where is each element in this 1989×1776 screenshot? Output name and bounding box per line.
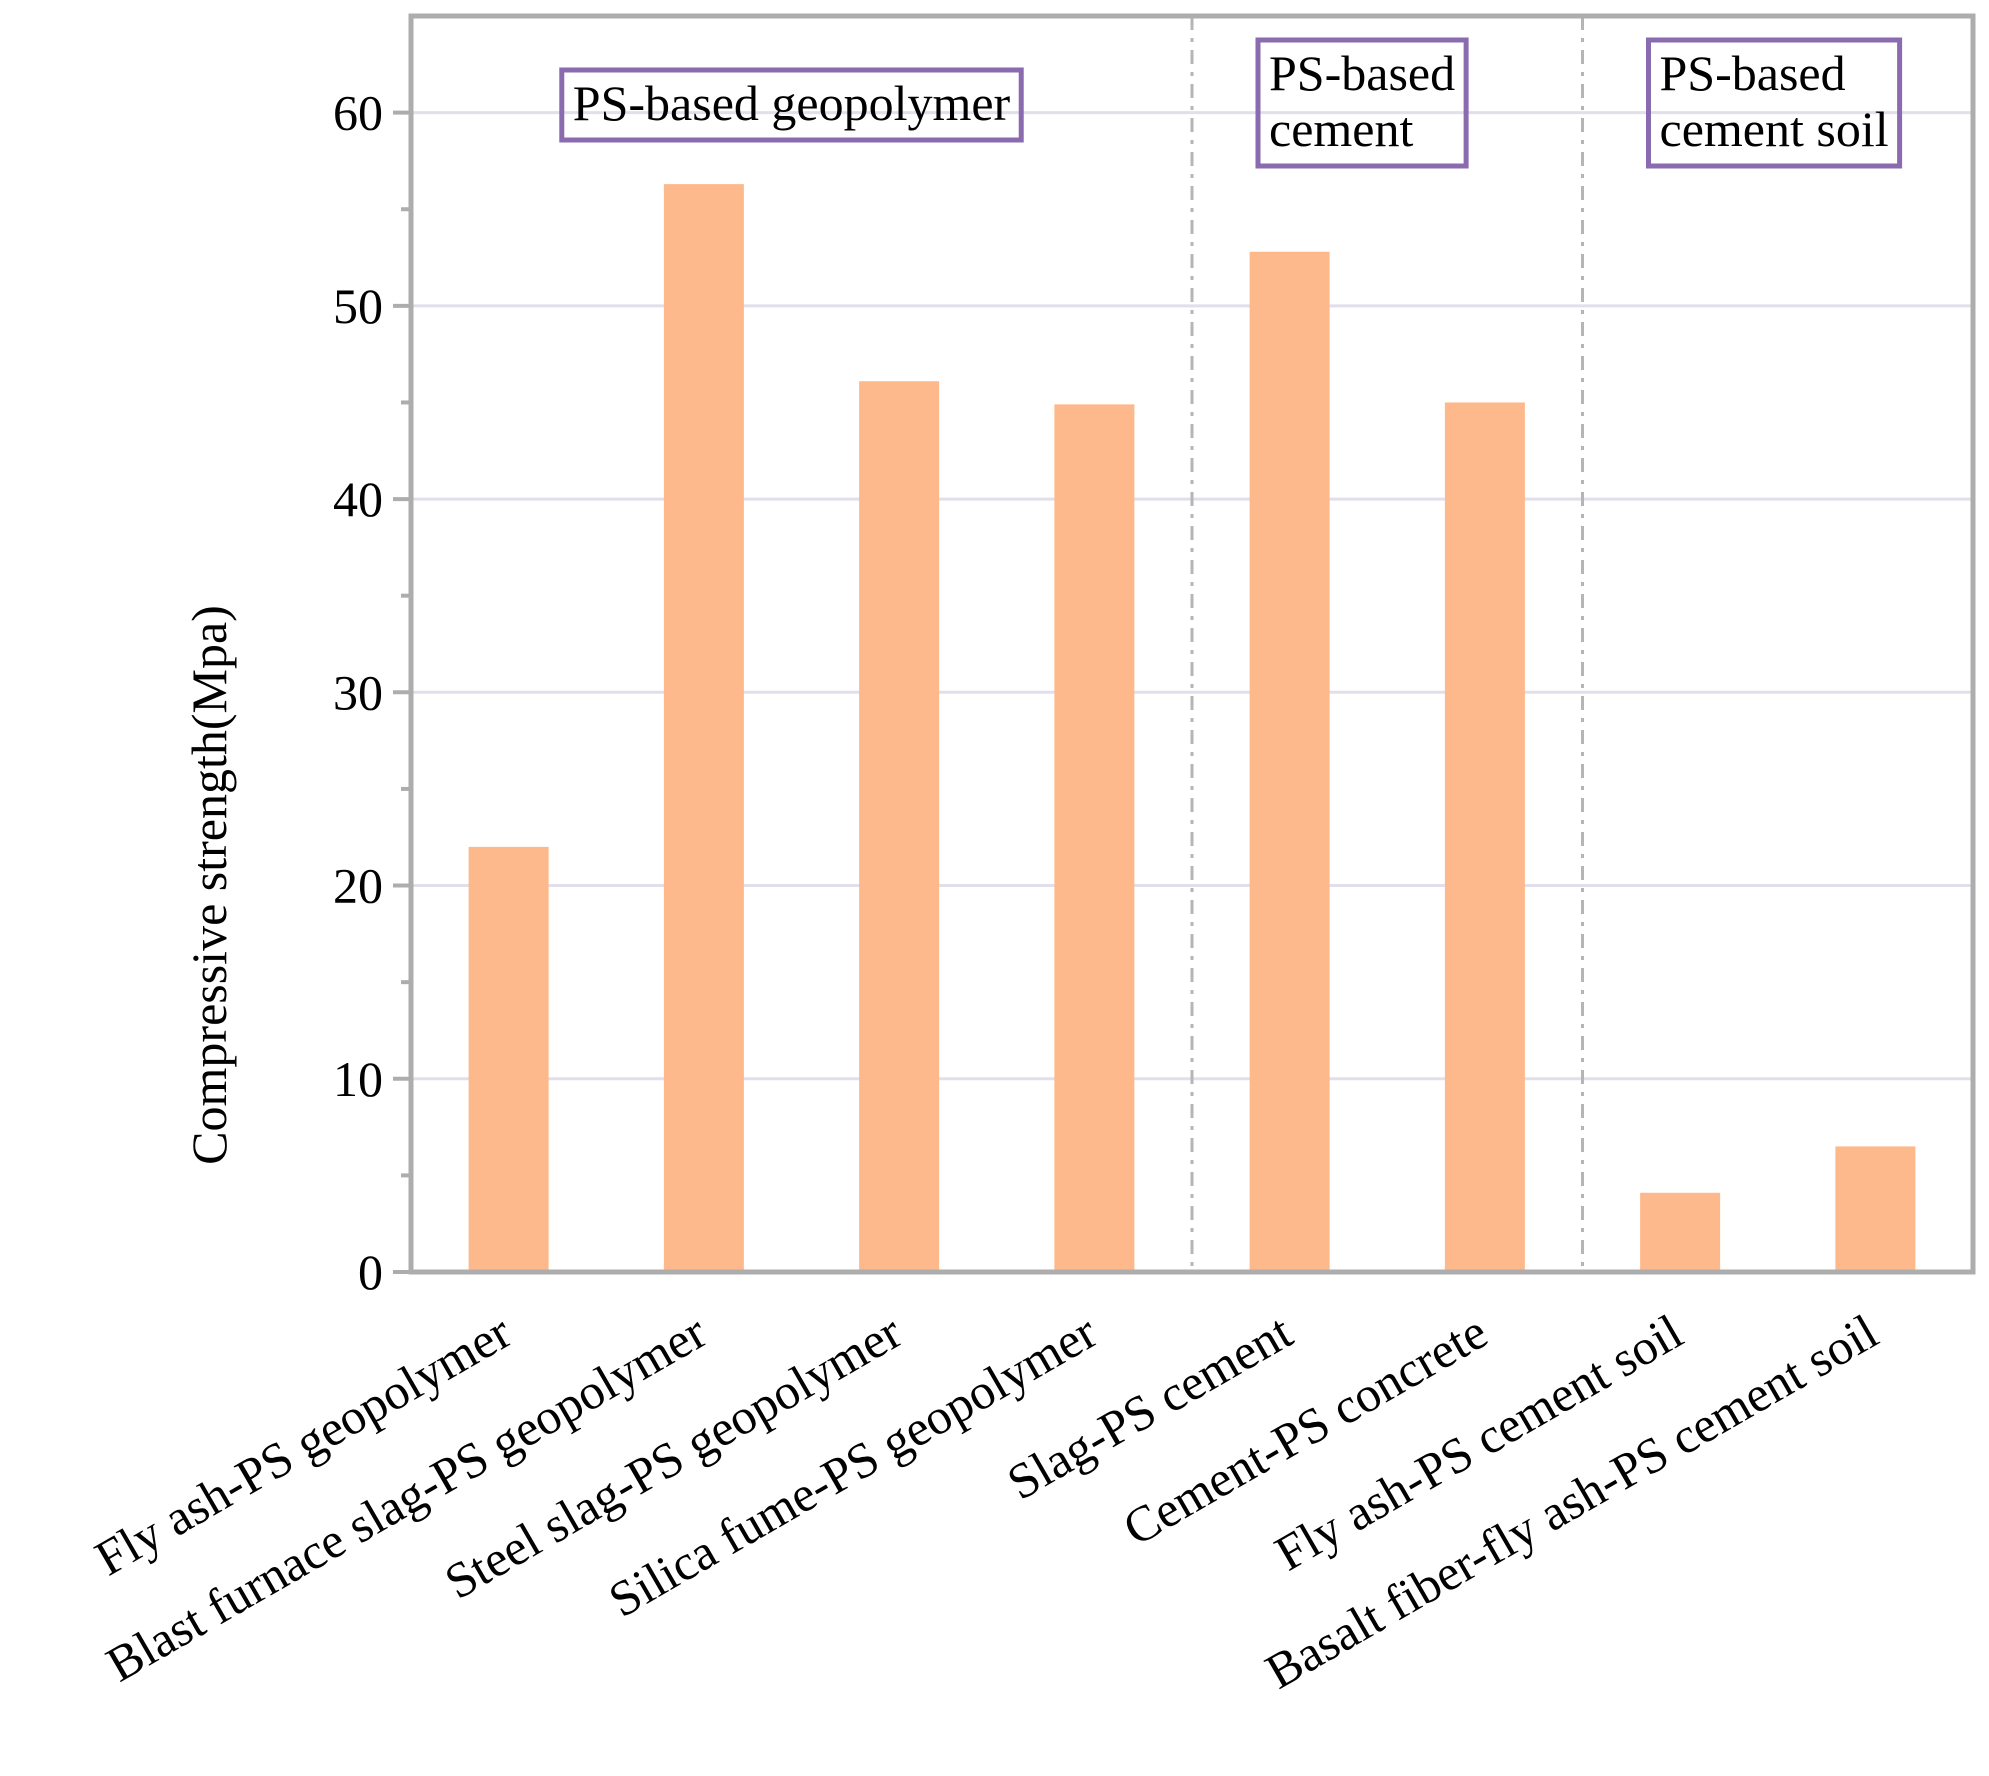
group-separators	[1190, 16, 1584, 1272]
bars	[468, 184, 1916, 1273]
bar	[468, 846, 549, 1272]
y-tick-label: 50	[333, 278, 383, 334]
group-box	[559, 67, 1024, 143]
bar	[1640, 1192, 1721, 1272]
y-tick-labels: 0 10 20 30 40 50 60	[333, 85, 383, 1300]
y-tick-label: 20	[333, 858, 383, 914]
group-label-box: PS-based geopolymer	[559, 67, 1024, 143]
group-label-text: PS-based	[1269, 45, 1455, 101]
y-tick-label: 0	[358, 1244, 383, 1300]
bar	[859, 381, 940, 1272]
bar	[663, 184, 744, 1273]
group-label-text: PS-based	[1660, 45, 1846, 101]
group-box	[1255, 37, 1469, 169]
bar	[1444, 402, 1525, 1272]
plot-frame	[408, 13, 1976, 1275]
y-axis-title: Compressive strength(Mpa)	[181, 605, 237, 1165]
y-tick-label: 40	[333, 471, 383, 527]
group-label-text: cement	[1269, 101, 1413, 157]
y-tick-label: 60	[333, 85, 383, 141]
y-tick-label: 10	[333, 1051, 383, 1107]
axes	[393, 13, 1976, 1275]
group-labels: PS-based geopolymerPS-basedcementPS-base…	[559, 37, 1903, 169]
group-label-text: cement soil	[1660, 101, 1889, 157]
y-tick-label: 30	[333, 664, 383, 720]
bar	[1054, 404, 1135, 1272]
bar	[1835, 1146, 1916, 1272]
group-box	[1646, 37, 1903, 169]
bar	[1249, 251, 1330, 1273]
group-label-text: PS-based geopolymer	[573, 75, 1011, 131]
